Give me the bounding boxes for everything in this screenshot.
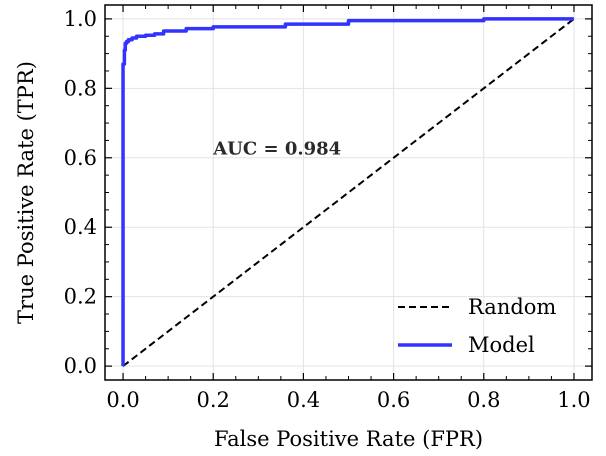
x-tick-label: 0.6	[377, 388, 410, 412]
series-layer	[121, 17, 575, 367]
y-tick-label: 0.8	[64, 76, 97, 100]
series-line-random	[122, 18, 575, 367]
legend: Random Model	[398, 295, 556, 357]
y-axis-label: True Positive Rate (TPR)	[14, 61, 38, 324]
series-line-model	[121, 17, 574, 367]
x-tick-label: 0.4	[287, 388, 320, 412]
x-axis-label: False Positive Rate (FPR)	[214, 427, 483, 451]
legend-label-random: Random	[468, 295, 556, 319]
y-tick-label: 0.4	[64, 215, 97, 239]
grid	[105, 5, 592, 380]
x-tick-label: 0.0	[106, 388, 139, 412]
y-tick-label: 0.0	[64, 354, 97, 378]
y-tick-label: 0.2	[64, 285, 97, 309]
auc-annotation: AUC = 0.984	[212, 138, 341, 159]
legend-label-model: Model	[468, 333, 535, 357]
y-tick-label: 1.0	[64, 7, 97, 31]
ticks: 0.0 0.2 0.4 0.6 0.8 1.0 0.0 0.2 0.4 0.6 0.8 1.0	[64, 5, 592, 412]
x-tick-label: 0.2	[197, 388, 230, 412]
x-tick-label: 0.8	[467, 388, 500, 412]
x-tick-label: 1.0	[557, 388, 590, 412]
y-tick-label: 0.6	[64, 146, 97, 170]
